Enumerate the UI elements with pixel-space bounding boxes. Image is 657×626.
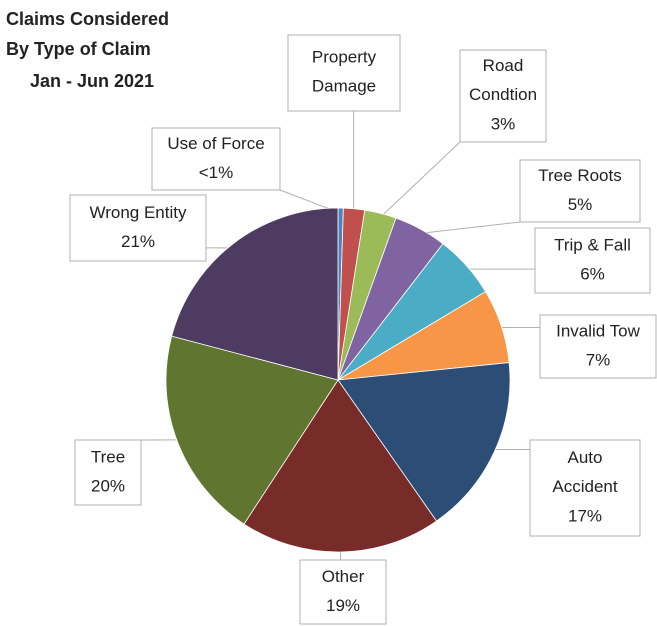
category-label: Auto Accident bbox=[552, 448, 617, 496]
category-label: Tree Roots bbox=[538, 166, 621, 185]
data-label: 17% bbox=[568, 506, 602, 525]
pie-slice bbox=[337, 362, 511, 522]
label-box bbox=[69, 194, 207, 262]
category-label: Other bbox=[322, 567, 365, 586]
category-label: Tree bbox=[91, 447, 125, 466]
data-label: 7% bbox=[586, 350, 611, 369]
pie-slice bbox=[165, 335, 339, 525]
label-box bbox=[74, 439, 142, 506]
label-box bbox=[299, 559, 387, 625]
label-box bbox=[287, 34, 401, 112]
chart-title: Claims Considered bbox=[6, 9, 169, 29]
pie-slice bbox=[171, 207, 339, 381]
category-label: Wrong Entity bbox=[89, 203, 187, 222]
label-box bbox=[519, 159, 641, 223]
data-label: <1% bbox=[199, 163, 234, 182]
data-label: 5% bbox=[568, 195, 593, 214]
category-label: Road Condtion bbox=[469, 56, 537, 104]
data-label: 19% bbox=[326, 596, 360, 615]
category-label: Use of Force bbox=[167, 134, 264, 153]
label-box bbox=[459, 49, 547, 143]
data-label: 21% bbox=[121, 232, 155, 251]
category-label: Trip & Fall bbox=[554, 235, 631, 254]
label-box bbox=[539, 314, 657, 379]
data-label: 3% bbox=[491, 114, 516, 133]
pie-slice bbox=[243, 379, 438, 553]
label-box bbox=[151, 127, 281, 191]
leader-lines bbox=[140, 111, 540, 560]
category-label: Invalid Tow bbox=[556, 321, 641, 340]
chart-subtitle: Jan - Jun 2021 bbox=[30, 71, 154, 91]
label-box bbox=[534, 227, 651, 294]
data-label: 6% bbox=[580, 264, 605, 283]
leader-line bbox=[378, 141, 461, 219]
category-label: Property Damage bbox=[312, 48, 377, 96]
data-label: 20% bbox=[91, 476, 125, 495]
leader-line bbox=[417, 221, 521, 235]
chart-title: By Type of Claim bbox=[6, 39, 151, 59]
label-box bbox=[529, 439, 641, 537]
